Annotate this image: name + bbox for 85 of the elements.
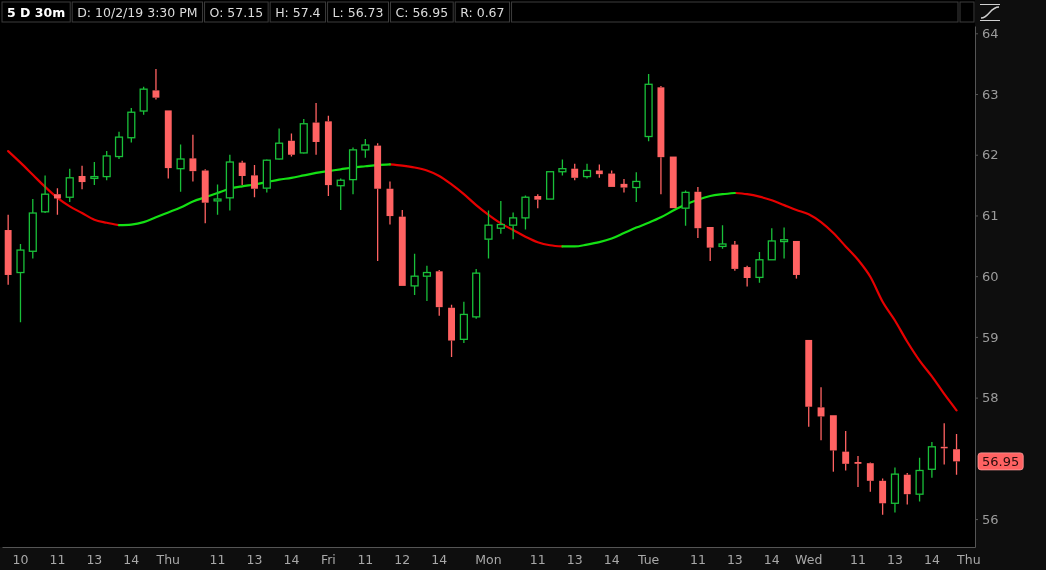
candlestick [484,209,493,260]
x-tick-label: Mon [475,551,502,567]
candlestick [890,466,900,514]
candlestick [225,154,234,212]
x-tick-label: 14 [763,551,780,567]
x-tick-label: Wed [795,551,823,567]
y-tick-label: 64 [982,25,999,41]
y-tick-label: 56 [982,511,999,527]
y-tick-label: 58 [982,390,999,406]
candlestick [189,134,197,183]
candlestick [422,265,432,302]
candlestick [448,304,455,358]
candlestick [28,198,37,260]
candlestick [374,142,382,262]
candlestick [16,243,25,323]
candlestick [496,200,505,235]
candlestick [275,127,284,160]
chart-title: 5 D 30m [7,5,66,20]
x-tick-label: 14 [923,551,940,567]
candlestick [582,163,592,180]
candlestick [410,253,419,296]
candlestick [681,189,690,227]
candlestick [842,430,850,472]
candlestick [213,183,222,216]
candlestick [927,441,936,479]
candlestick [780,226,789,260]
x-tick-label: 11 [49,551,66,567]
x-tick-label: 11 [529,551,546,567]
x-tick-label: 10 [12,551,29,567]
x-tick-label: 13 [566,551,583,567]
y-tick-label: 59 [982,329,999,345]
x-tick-label: Tue [636,551,660,567]
x-tick-label: 13 [246,551,263,567]
y-tick-label: 61 [982,208,999,224]
x-tick-label: 11 [357,551,374,567]
x-tick-label: 14 [123,551,140,567]
candlestick [545,171,555,200]
x-tick-label: Thu [956,551,981,567]
x-tick-label: Fri [320,551,336,567]
candlestick [90,161,99,186]
candlestick [53,187,61,216]
x-tick-label: 11 [850,551,866,567]
candlestick [620,178,628,194]
x-tick-label: 11 [209,551,226,567]
candlestick [669,156,677,209]
y-tick-label: 60 [982,268,999,284]
candlestick [915,457,924,503]
candlestick [114,131,124,160]
text: L: 56.73 [332,5,384,20]
x-tick-label: 14 [431,551,448,567]
text: H: 57.4 [275,5,321,20]
candlestick [657,87,665,195]
candlestick [152,68,160,101]
candlestick [78,165,86,190]
text: 56.95 [982,453,1020,469]
candlestick [632,171,641,203]
candlestick [509,211,518,240]
candlestick [41,174,50,213]
candlestick [718,224,727,250]
text: D: 10/2/19 3:30 PM [77,5,198,20]
candlestick [176,143,185,193]
text: O: 57.15 [209,5,264,20]
x-tick-label: 14 [283,551,300,567]
x-tick-label: 13 [86,551,103,567]
y-tick-label: 62 [982,147,999,163]
candlestick [4,214,12,286]
x-tick-label: 14 [603,551,620,567]
candlestick [854,455,862,488]
candlestick [459,301,468,344]
text: C: 56.95 [395,5,449,20]
candlestick [201,170,209,224]
candlestick [805,339,813,428]
text: R: 0.67 [460,5,505,20]
candlestick [953,433,960,476]
y-tick-label: 63 [982,86,999,102]
candlestick [348,146,358,195]
candlestick [694,186,702,239]
x-tick-label: Thu [155,551,181,567]
x-tick-label: 13 [726,551,743,567]
candlestick [829,415,837,473]
candlestick [251,164,258,198]
x-tick-label: 13 [886,551,903,567]
x-tick-label: 12 [394,551,411,567]
candlestick [312,102,320,156]
x-tick-label: 11 [689,551,706,567]
